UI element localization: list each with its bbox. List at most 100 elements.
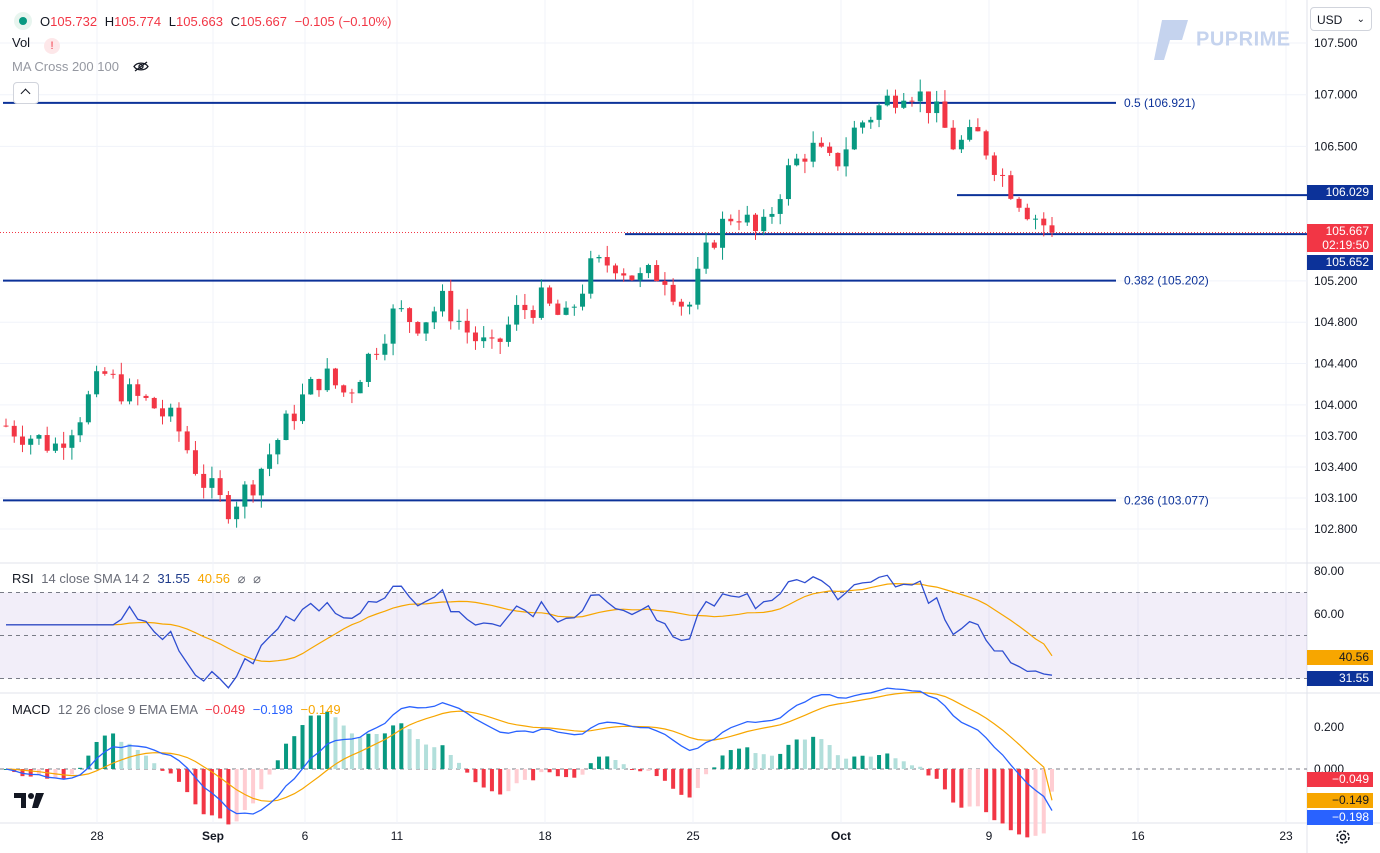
candle-body bbox=[398, 308, 404, 310]
macd-histogram-bar bbox=[1033, 769, 1038, 836]
macd-histogram-bar bbox=[473, 769, 478, 783]
candle-body bbox=[942, 101, 948, 128]
macd-histogram-bar bbox=[176, 769, 181, 782]
candle-body bbox=[1016, 198, 1022, 208]
macd-histogram-bar bbox=[144, 755, 149, 769]
gear-icon[interactable] bbox=[1334, 828, 1352, 846]
collapse-legend-button[interactable] bbox=[13, 82, 39, 104]
candle-body bbox=[662, 281, 668, 285]
macd-histogram-bar bbox=[984, 769, 989, 813]
candle-body bbox=[621, 273, 627, 276]
macd-histogram-bar bbox=[662, 769, 667, 781]
macd-histogram-bar bbox=[28, 769, 33, 777]
candle-body bbox=[571, 306, 577, 308]
candle-body bbox=[777, 199, 783, 214]
macd-histogram-bar bbox=[951, 769, 956, 803]
macd-histogram-bar bbox=[572, 769, 577, 778]
macd-histogram-bar bbox=[78, 767, 83, 769]
candle-body bbox=[85, 394, 91, 423]
tradingview-logo-icon[interactable] bbox=[14, 790, 48, 810]
candle-body bbox=[390, 308, 396, 344]
candle-body bbox=[192, 450, 198, 474]
candle-body bbox=[761, 216, 767, 232]
macd-histogram-bar bbox=[489, 769, 494, 792]
macd-histogram-bar bbox=[1041, 769, 1046, 834]
macd-histogram-bar bbox=[720, 755, 725, 769]
macd-histogram-bar bbox=[440, 745, 445, 769]
macd-histogram-bar bbox=[893, 758, 898, 769]
candle-body bbox=[901, 100, 907, 108]
macd-line bbox=[5, 687, 1053, 815]
macd-histogram-bar bbox=[1008, 769, 1013, 831]
fib-label: 0.5 (106.921) bbox=[1124, 96, 1195, 110]
macd-histogram-bar bbox=[308, 715, 313, 769]
change-value: −0.105 (−0.10%) bbox=[294, 14, 392, 29]
candle-body bbox=[481, 337, 487, 342]
macd-histogram-bar bbox=[160, 769, 165, 771]
time-tick-label: 18 bbox=[538, 829, 552, 843]
candle-body bbox=[629, 275, 635, 281]
candle-body bbox=[934, 101, 940, 114]
macd-histogram-bar bbox=[761, 754, 766, 769]
candle-body bbox=[687, 304, 693, 307]
macd-signal-value: −0.149 bbox=[300, 702, 341, 717]
candle-body bbox=[1024, 207, 1030, 220]
macd-histogram-bar bbox=[358, 737, 363, 769]
candle-body bbox=[258, 468, 264, 496]
macd-histogram-bar bbox=[646, 769, 651, 771]
macd-histogram-bar bbox=[613, 760, 618, 769]
macd-histogram-bar bbox=[86, 755, 91, 769]
ma-legend[interactable]: MA Cross 200 100 bbox=[12, 59, 149, 74]
warning-icon[interactable]: ! bbox=[44, 38, 61, 54]
candle-body bbox=[52, 443, 58, 451]
rsi-line bbox=[6, 574, 1053, 689]
fib-levels[interactable]: 0.5 (106.921) 0.382 (105.202) 0.236 (103.0… bbox=[0, 96, 1307, 507]
macd-histogram-bar bbox=[638, 769, 643, 772]
macd-histogram-bar bbox=[531, 769, 536, 781]
macd-histogram-bar bbox=[918, 766, 923, 769]
macd-histogram-bar bbox=[745, 747, 750, 769]
macd-histogram-bar bbox=[588, 763, 593, 769]
vol-legend[interactable]: Vol! bbox=[12, 35, 61, 54]
macd-histogram-bar bbox=[391, 725, 396, 769]
candle-body bbox=[456, 320, 462, 322]
candle-body bbox=[11, 425, 17, 437]
macd-histogram-bar bbox=[456, 762, 461, 769]
ohlc-legend: O105.732 H105.774 L105.663 C105.667 −0.1… bbox=[14, 12, 392, 30]
macd-histogram-bar bbox=[316, 715, 321, 769]
candle-body bbox=[925, 91, 931, 114]
macd-histogram-bar bbox=[111, 733, 116, 769]
macd-histogram-bar bbox=[802, 739, 807, 769]
hidden-eye-icon[interactable] bbox=[132, 61, 149, 72]
candle-body bbox=[234, 506, 240, 520]
macd-histogram-bar bbox=[819, 739, 824, 769]
candle-body bbox=[645, 265, 651, 274]
candle-body bbox=[876, 105, 882, 120]
candle-body bbox=[283, 413, 289, 441]
candle-body bbox=[332, 368, 338, 386]
currency-select[interactable]: USD ⌄ bbox=[1310, 7, 1372, 31]
rsi-sma-line bbox=[6, 582, 1053, 663]
market-status-icon bbox=[14, 12, 32, 30]
macd-hist-tag: −0.049 bbox=[1307, 772, 1373, 787]
macd-histogram-bar bbox=[366, 733, 371, 769]
candle-body bbox=[497, 338, 503, 342]
candle-body bbox=[547, 287, 553, 304]
candle-body bbox=[1000, 174, 1006, 176]
candle-body bbox=[909, 100, 915, 102]
macd-histogram-bar bbox=[877, 755, 882, 769]
candle-body bbox=[893, 95, 899, 108]
candle-body bbox=[316, 378, 322, 391]
candle-body bbox=[36, 435, 42, 439]
candle-body bbox=[868, 119, 874, 123]
macd-histogram-bar bbox=[967, 769, 972, 807]
candle-body bbox=[308, 378, 314, 395]
macd-histogram-bar bbox=[514, 769, 519, 784]
macd-histogram-bar bbox=[193, 769, 198, 805]
candle-body bbox=[44, 435, 50, 451]
macd-histogram-bar bbox=[885, 753, 890, 769]
rsi-tick-label: 60.00 bbox=[1314, 607, 1344, 621]
price-tick-label: 107.500 bbox=[1314, 36, 1358, 50]
countdown-timer: 02:19:50 bbox=[1322, 238, 1369, 252]
